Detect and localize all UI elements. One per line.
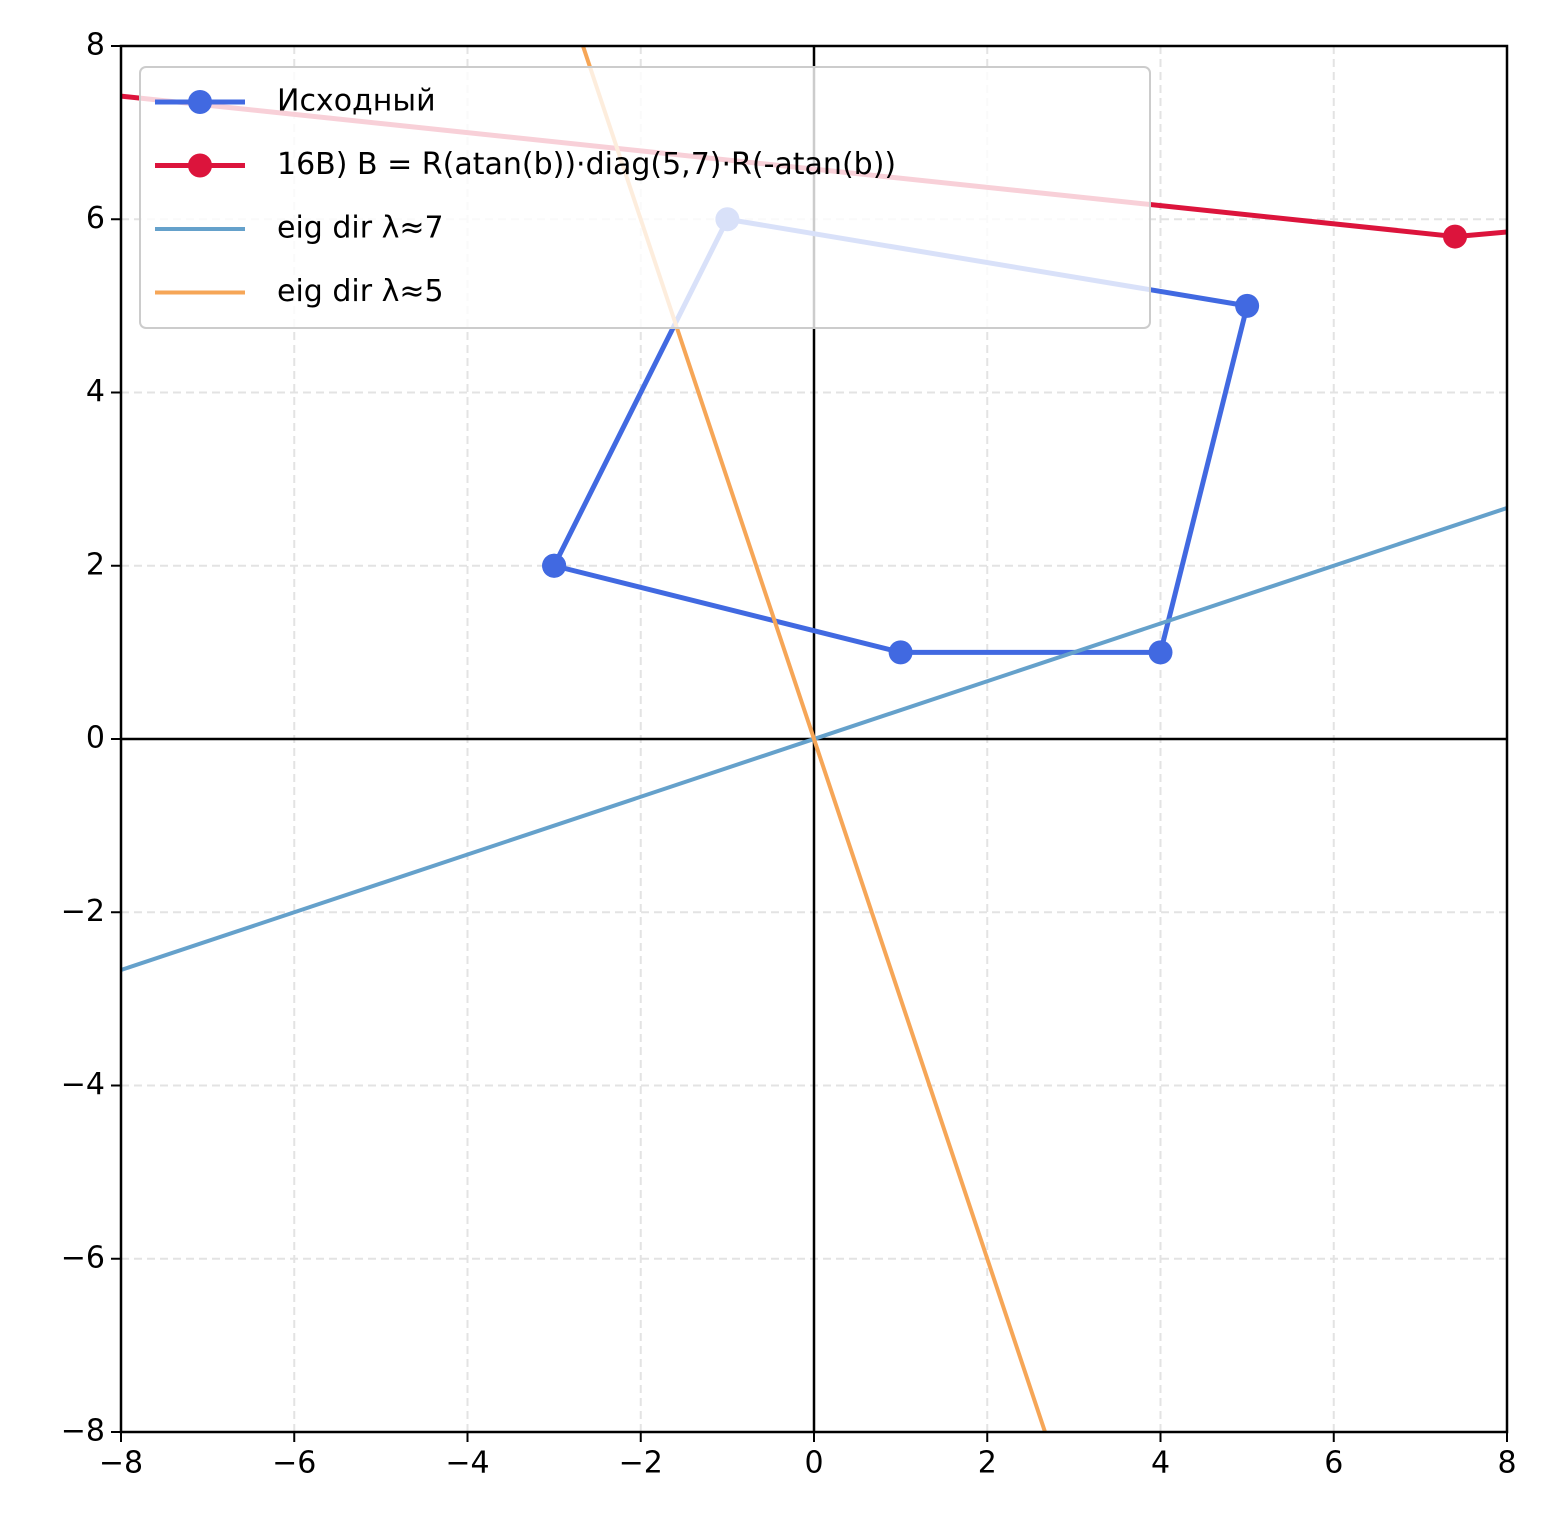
point <box>542 553 567 578</box>
point <box>888 640 913 665</box>
y-tick-label: 0 <box>86 721 105 756</box>
x-tick-label: −2 <box>619 1446 663 1481</box>
y-tick-label: 2 <box>86 547 105 582</box>
x-tick-label: 8 <box>1497 1446 1516 1481</box>
y-tick-label: 4 <box>86 374 105 409</box>
legend-label: eig dir λ≈7 <box>277 211 444 246</box>
y-tick-label: 8 <box>86 28 105 63</box>
y-tick-label: −6 <box>61 1240 105 1275</box>
y-tick-label: 6 <box>86 201 105 236</box>
legend-label: eig dir λ≈5 <box>277 274 444 309</box>
legend-marker <box>188 90 212 114</box>
x-tick-label: 0 <box>804 1446 823 1481</box>
legend: Исходный 16B) B = R(atan(b))·diag(5,7)·R(… <box>139 66 1151 329</box>
x-tick-label: −6 <box>272 1446 316 1481</box>
y-tick-label: −2 <box>61 894 105 929</box>
x-tick-label: −8 <box>99 1446 143 1481</box>
plot-frame <box>119 44 1509 1434</box>
x-tick-label: 2 <box>978 1446 997 1481</box>
point <box>1148 640 1173 665</box>
x-tick-label: −4 <box>445 1446 489 1481</box>
point <box>1235 293 1260 318</box>
x-tick-label: 6 <box>1324 1446 1343 1481</box>
x-tick-label: 4 <box>1151 1446 1170 1481</box>
legend-label: 16B) B = R(atan(b))·diag(5,7)·R(-atan(b)… <box>277 147 896 182</box>
legend-marker <box>188 153 212 178</box>
legend-box <box>139 66 1151 329</box>
axes: −8 −6 −4 −2 0 2 4 6 8 −8 −6 −4 −2 0 2 4 6 8 <box>61 28 1517 1481</box>
y-tick-label: −8 <box>61 1414 105 1449</box>
point <box>1443 224 1468 249</box>
y-tick-label: −4 <box>61 1067 105 1102</box>
legend-label: Исходный <box>277 84 436 119</box>
